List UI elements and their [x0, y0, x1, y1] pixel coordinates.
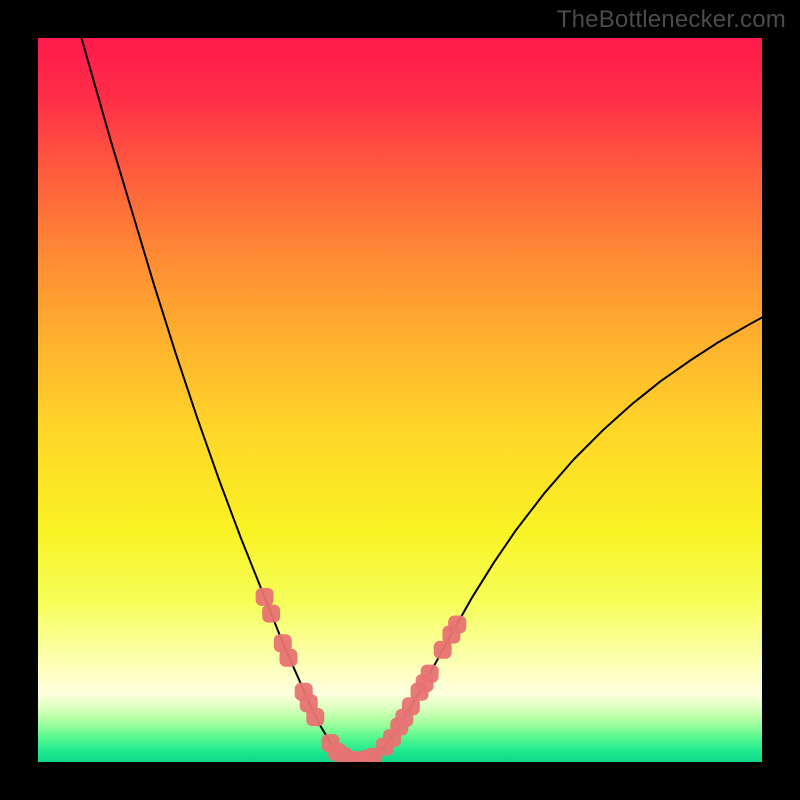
curve-marker — [256, 588, 274, 606]
bottleneck-chart — [0, 0, 800, 800]
plot-area — [38, 38, 762, 762]
curve-marker — [421, 665, 439, 683]
chart-container: TheBottlenecker.com — [0, 0, 800, 800]
watermark-text: TheBottlenecker.com — [557, 6, 786, 34]
curve-marker — [262, 605, 280, 623]
curve-marker — [306, 708, 324, 726]
curve-marker — [280, 649, 298, 667]
curve-marker — [448, 615, 466, 633]
